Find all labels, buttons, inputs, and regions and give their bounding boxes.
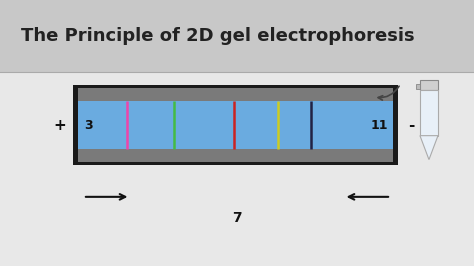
Bar [416,84,420,89]
Bar [0,72,474,266]
FancyArrowPatch shape [378,86,399,100]
Polygon shape [420,136,438,160]
Bar [78,101,393,149]
Bar [0,0,474,72]
Text: -: - [408,118,415,132]
Text: +: + [54,118,66,132]
Bar [73,85,398,165]
Text: 3: 3 [84,119,92,131]
Text: The Principle of 2D gel electrophoresis: The Principle of 2D gel electrophoresis [21,27,415,45]
Bar [420,80,438,90]
Bar [78,88,393,162]
Text: 7: 7 [232,211,242,225]
Bar [420,90,438,136]
Text: 11: 11 [370,119,388,131]
